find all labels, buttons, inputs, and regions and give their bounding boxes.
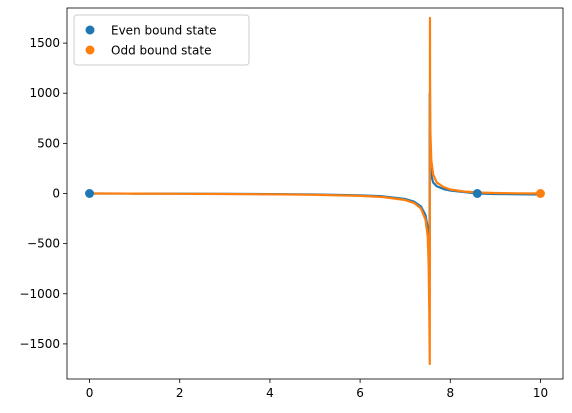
legend-box [73,14,250,66]
legend-marker [85,45,95,55]
x-tick-label: 6 [356,386,364,400]
plot-area [85,16,545,366]
x-tick-label: 2 [176,386,184,400]
y-tick-label: −1000 [19,287,60,301]
legend-marker [85,25,95,35]
legend: Even bound state Odd bound state [73,14,250,66]
y-tick-label: 1000 [29,86,60,100]
series-line [89,16,541,366]
y-tick-label: 0 [52,187,60,201]
legend-label: Even bound state [111,24,217,38]
y-tick-label: −500 [27,237,60,251]
y-tick-label: 1500 [29,36,60,50]
data-point [472,189,482,198]
x-axis: 0 2 4 6 8 10 [86,379,548,400]
data-point [85,189,95,198]
data-point [535,189,545,198]
x-tick-label: 4 [266,386,274,400]
legend-label: Odd bound state [111,44,212,58]
y-axis: −1500 −1000 −500 0 500 1000 1500 [19,36,67,351]
y-tick-label: 500 [37,136,60,150]
x-tick-label: 0 [86,386,94,400]
x-tick-label: 10 [533,386,548,400]
x-tick-label: 8 [446,386,454,400]
y-tick-label: −1500 [19,337,60,351]
